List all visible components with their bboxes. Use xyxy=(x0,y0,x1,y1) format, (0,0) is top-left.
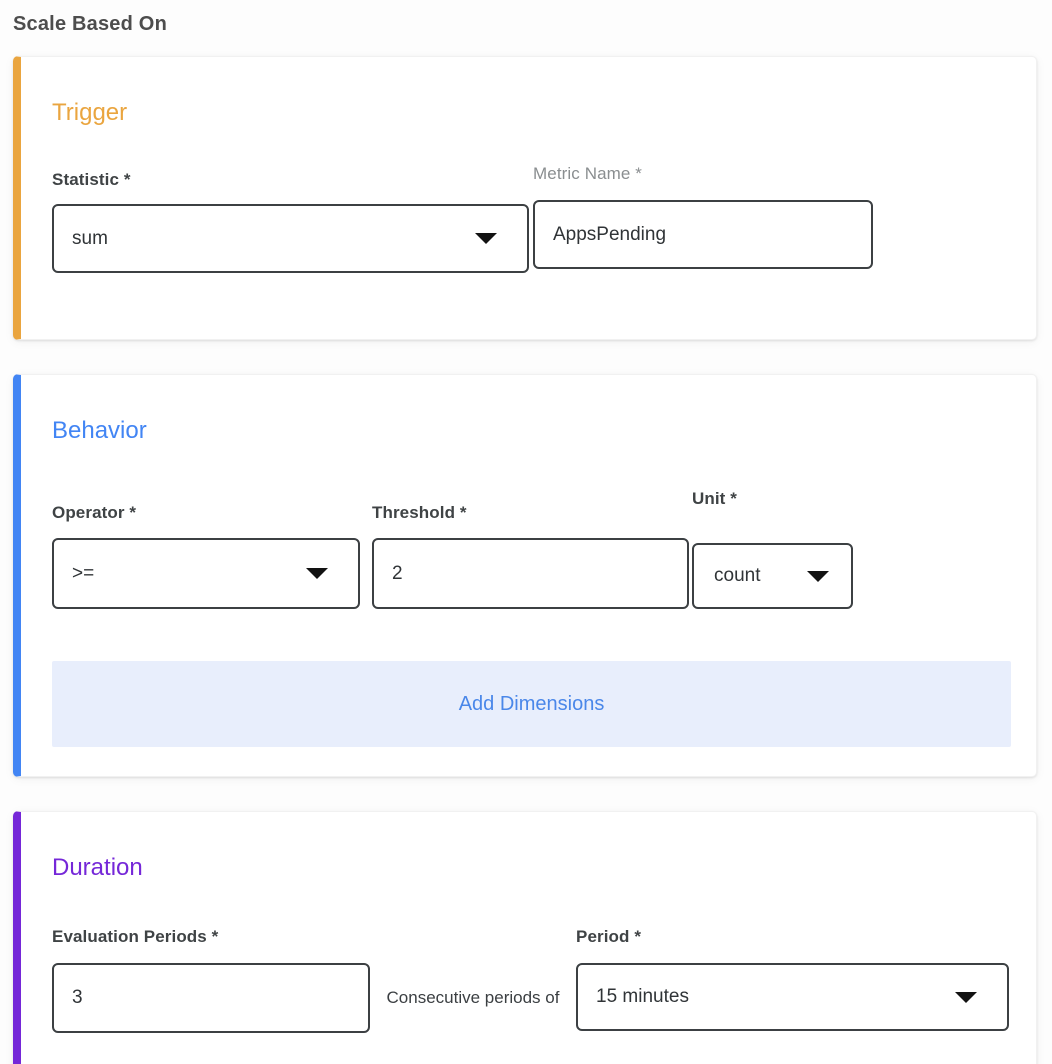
trigger-fields-row: Statistic * sum Metric Name * xyxy=(52,164,1009,273)
add-dimensions-button[interactable]: Add Dimensions xyxy=(52,661,1011,747)
operator-field: Operator * >= xyxy=(52,503,360,609)
evaluation-periods-input[interactable] xyxy=(52,963,370,1033)
unit-label: Unit * xyxy=(692,489,737,508)
trigger-card: Trigger Statistic * sum Metric Name * xyxy=(13,56,1037,340)
dropdown-caret-icon xyxy=(306,568,328,579)
operator-label: Operator * xyxy=(52,503,137,522)
period-field: Period * 15 minutes xyxy=(576,927,1009,1033)
dropdown-caret-icon xyxy=(955,991,977,1003)
statistic-label: Statistic * xyxy=(52,170,131,189)
dropdown-caret-icon xyxy=(807,570,829,582)
period-select-value: 15 minutes xyxy=(596,986,689,1007)
operator-select-value: >= xyxy=(72,562,95,584)
consecutive-periods-text: Consecutive periods of xyxy=(386,987,560,1007)
metric-name-field: Metric Name * xyxy=(533,164,873,273)
statistic-select-value: sum xyxy=(72,227,108,249)
behavior-card: Behavior Operator * >= Threshold * Unit … xyxy=(13,374,1037,777)
threshold-input[interactable] xyxy=(372,538,689,609)
metric-name-input[interactable] xyxy=(533,200,873,269)
unit-select[interactable]: count xyxy=(692,543,853,609)
duration-fields-row: Evaluation Periods * Consecutive periods… xyxy=(52,927,1009,1033)
statistic-field: Statistic * sum xyxy=(52,164,529,273)
dropdown-caret-icon xyxy=(475,233,497,244)
evaluation-periods-label: Evaluation Periods * xyxy=(52,927,219,946)
duration-section-title: Duration xyxy=(52,854,143,881)
period-select[interactable]: 15 minutes xyxy=(576,963,1009,1031)
evaluation-periods-field: Evaluation Periods * xyxy=(52,927,370,1033)
period-label: Period * xyxy=(576,927,642,946)
threshold-label: Threshold * xyxy=(372,503,467,522)
metric-name-label: Metric Name * xyxy=(533,164,642,183)
operator-select[interactable]: >= xyxy=(52,538,360,609)
page-title: Scale Based On xyxy=(13,13,167,35)
behavior-section-title: Behavior xyxy=(52,417,147,444)
duration-card: Duration Evaluation Periods * Consecutiv… xyxy=(13,811,1037,1064)
unit-select-value: count xyxy=(714,565,761,586)
statistic-select[interactable]: sum xyxy=(52,204,529,273)
threshold-field: Threshold * xyxy=(372,503,689,609)
trigger-section-title: Trigger xyxy=(52,99,128,126)
unit-field: Unit * count xyxy=(692,489,853,609)
behavior-fields-row: Operator * >= Threshold * Unit * count xyxy=(52,489,1009,609)
